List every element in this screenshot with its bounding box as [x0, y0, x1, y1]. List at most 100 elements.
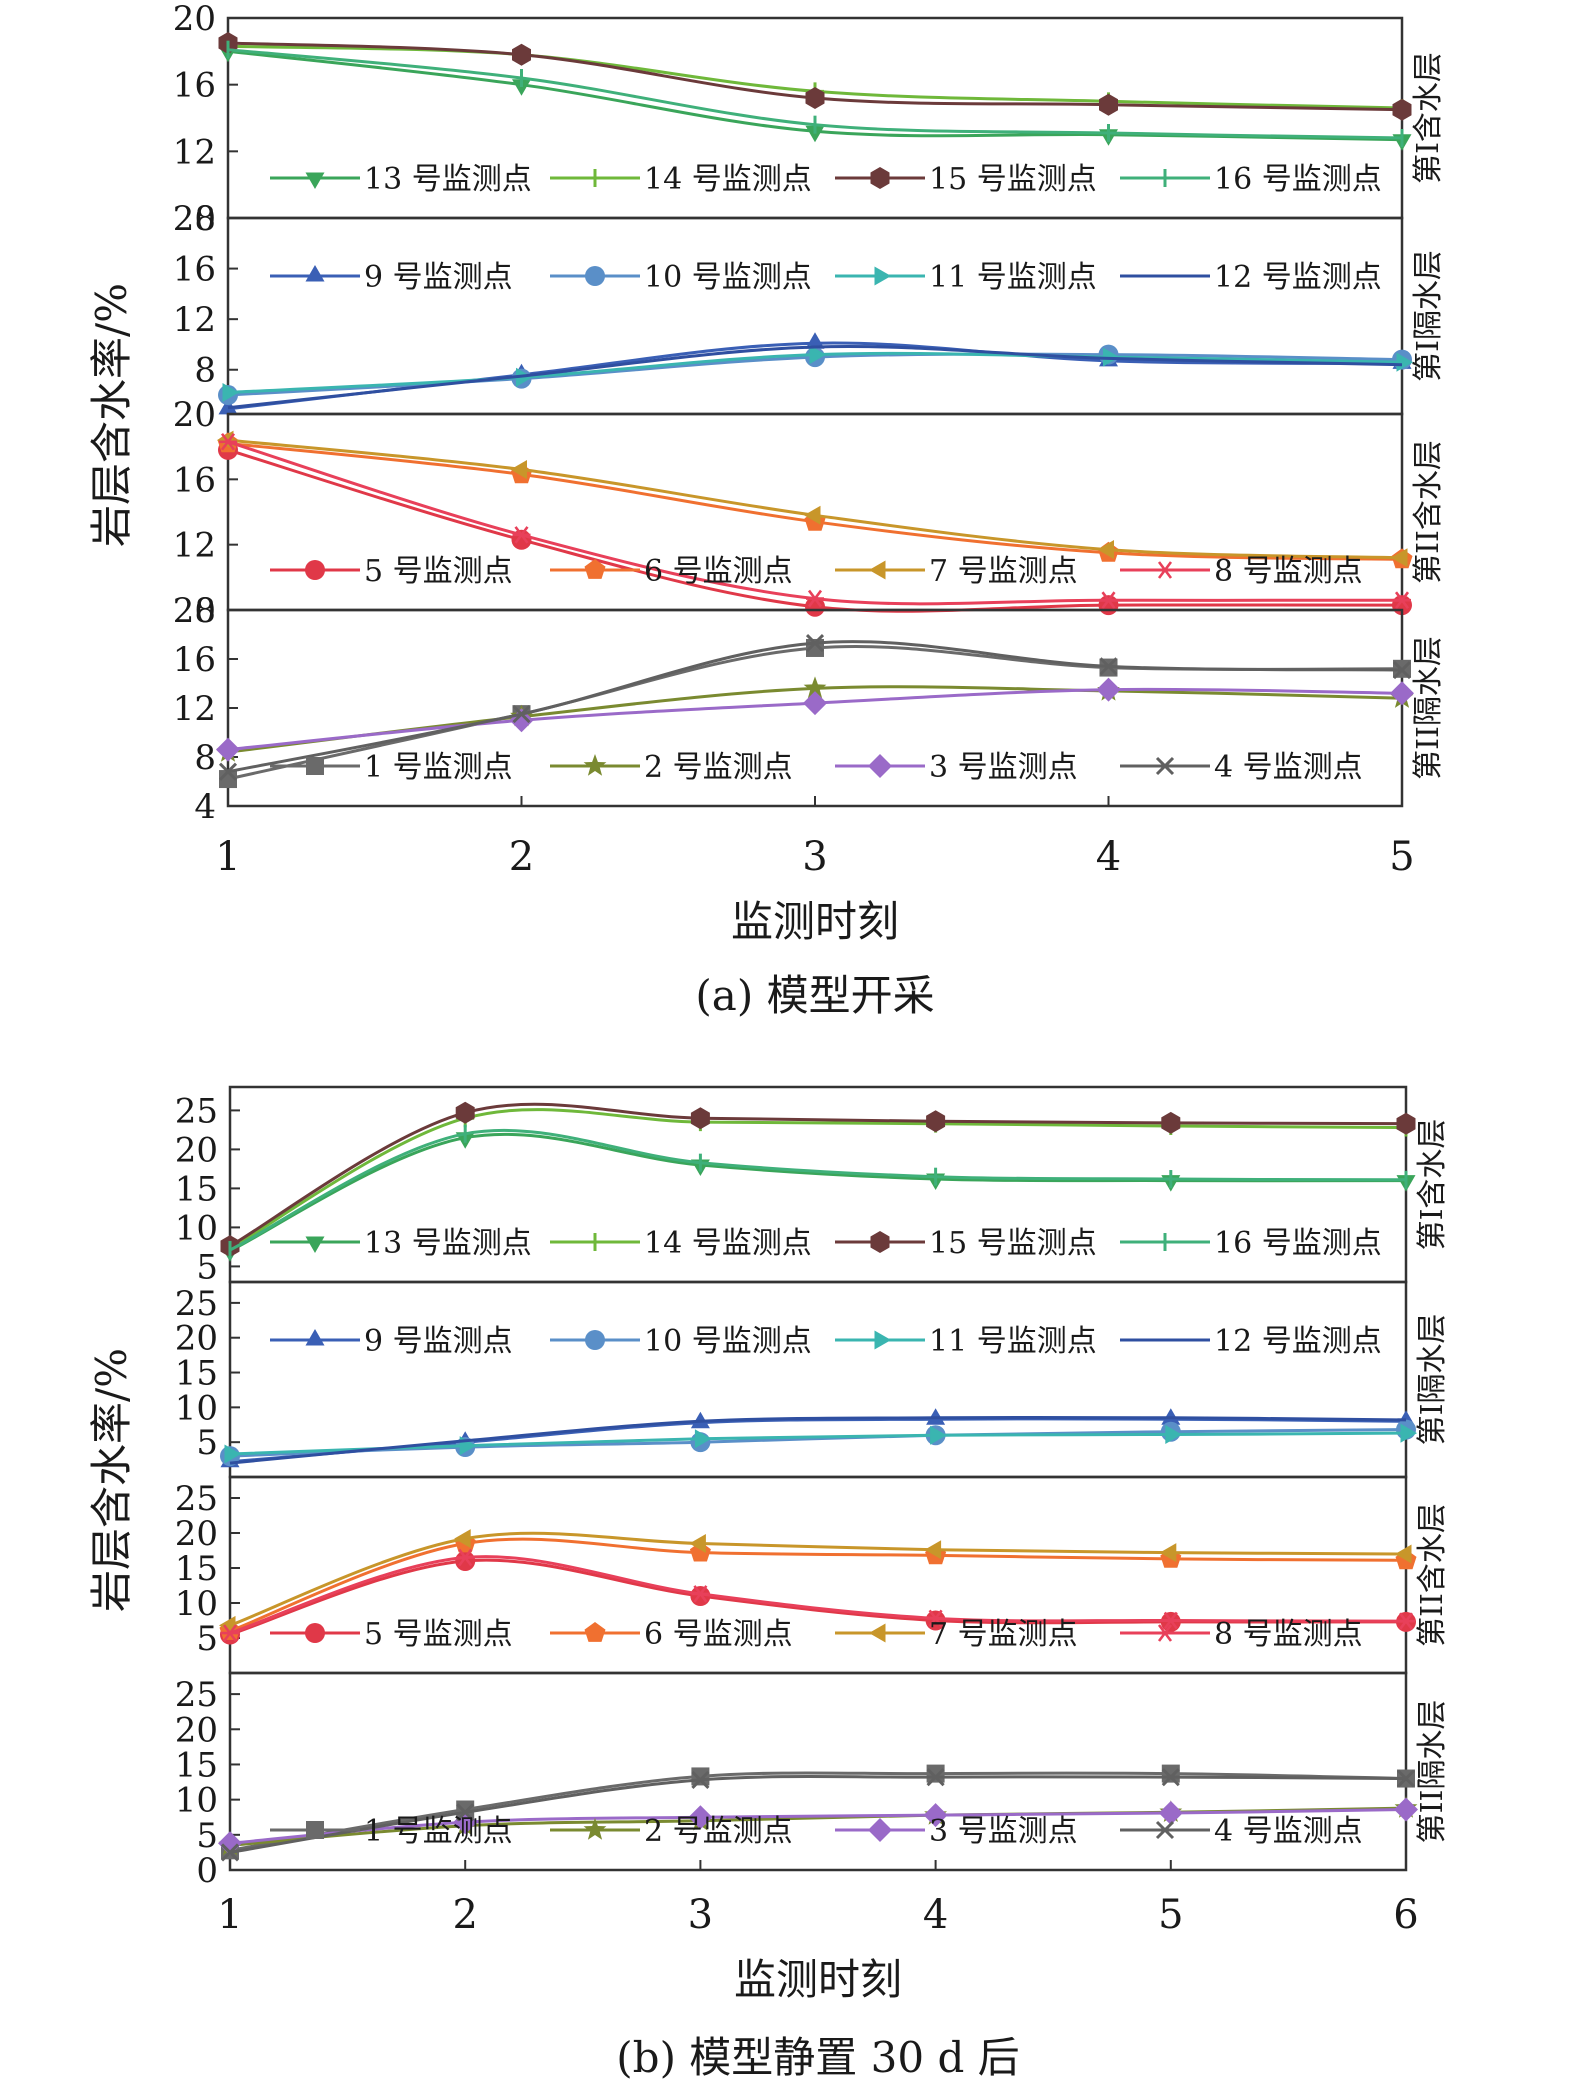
legend-label: 6 号监测点 — [644, 1617, 793, 1652]
legend-marker — [305, 1329, 325, 1346]
data-point — [926, 1764, 945, 1783]
legend-label: 8 号监测点 — [1214, 554, 1363, 589]
legend-label: 10 号监测点 — [644, 260, 812, 295]
data-point — [454, 1529, 471, 1549]
y-tick-label: 16 — [173, 640, 216, 680]
legend-marker — [306, 757, 324, 775]
data-point — [805, 596, 825, 617]
series-3 号监测点 — [216, 677, 1414, 762]
series-8 号监测点 — [221, 1548, 1415, 1642]
series-12 号监测点 — [229, 1415, 1407, 1465]
legend-label: 2 号监测点 — [644, 1814, 793, 1849]
legend-marker — [305, 172, 325, 189]
data-point — [694, 1429, 712, 1449]
legend-marker — [586, 169, 604, 187]
y-tick-label: 12 — [173, 526, 216, 566]
x-axis-title: 监测时刻 — [734, 1955, 902, 2004]
data-point — [691, 1585, 710, 1603]
y-tick-label: 25 — [175, 1091, 218, 1131]
panel-3: 8 12 16 20 第II含水层 5 号监测点 6 号监测点 7 号监测点 8 号监测点 — [173, 395, 1446, 631]
legend-label: 1 号监测点 — [364, 1814, 513, 1849]
data-point — [924, 1540, 942, 1560]
legend-marker — [874, 266, 891, 286]
data-point — [512, 526, 531, 544]
legend-marker — [874, 1330, 891, 1350]
legend-entry: 15 号监测点 — [835, 1226, 1097, 1261]
data-point — [690, 1107, 710, 1130]
legend-marker — [306, 1821, 324, 1839]
data-point — [221, 1624, 239, 1642]
legend-label: 5 号监测点 — [364, 1617, 513, 1652]
legend-label: 3 号监测点 — [929, 1814, 1078, 1849]
legend-entry: 13 号监测点 — [270, 1226, 532, 1261]
legend-label: 11 号监测点 — [929, 1324, 1097, 1359]
data-point — [512, 43, 531, 66]
data-point — [218, 762, 238, 781]
data-point — [923, 1803, 948, 1828]
x-tick-label: 5 — [1158, 1892, 1183, 1938]
y-tick-label: 16 — [173, 460, 216, 500]
layer-label: 第I含水层 — [1415, 1119, 1450, 1251]
x-tick-label: 3 — [688, 1892, 713, 1938]
y-tick-label: 15 — [175, 1354, 218, 1394]
y-tick-label: 20 — [175, 1710, 218, 1750]
y-tick-label: 10 — [175, 1584, 218, 1624]
data-point — [805, 125, 825, 143]
series-line — [229, 1775, 1407, 1854]
series-line — [229, 1102, 1407, 1248]
legend-marker — [868, 1818, 892, 1842]
layer-label: 第II隔水层 — [1411, 636, 1446, 780]
legend-entry: 15 号监测点 — [835, 162, 1097, 197]
series-line — [229, 1417, 1407, 1464]
data-point — [805, 87, 825, 109]
data-point — [1161, 1768, 1180, 1787]
series-12 号监测点 — [227, 345, 1403, 410]
data-point — [222, 383, 239, 402]
legend-marker — [583, 754, 607, 776]
data-point — [512, 79, 531, 96]
data-point — [1097, 540, 1114, 560]
series-line — [229, 1128, 1407, 1252]
legend-label: 15 号监测点 — [929, 1226, 1097, 1261]
y-tick-label: 8 — [194, 738, 216, 778]
legend-entry: 5 号监测点 — [270, 554, 513, 589]
x-tick-label: 6 — [1393, 1892, 1418, 1938]
y-tick-label: 25 — [175, 1479, 218, 1519]
legend-entry: 10 号监测点 — [550, 260, 812, 295]
layer-label: 第I含水层 — [1411, 52, 1446, 184]
layer-label: 第I隔水层 — [1415, 1314, 1450, 1446]
data-point — [1099, 93, 1118, 116]
data-point — [1099, 657, 1118, 676]
legend-label: 12 号监测点 — [1214, 1324, 1382, 1359]
legend-label: 8 号监测点 — [1214, 1617, 1363, 1652]
y-tick-label: 16 — [173, 66, 216, 106]
legend-entry: 14 号监测点 — [550, 1226, 812, 1261]
y-tick-label: 10 — [175, 1388, 218, 1428]
legend-entry: 5 号监测点 — [270, 1617, 513, 1652]
y-tick-label: 5 — [196, 1619, 218, 1659]
legend-entry: 8 号监测点 — [1120, 554, 1363, 589]
data-point — [456, 1803, 475, 1822]
legend-entry: 9 号监测点 — [270, 260, 513, 295]
legend-entry: 9 号监测点 — [270, 1324, 513, 1359]
series-9 号监测点 — [218, 332, 1412, 415]
data-point — [219, 432, 237, 451]
legend-entry: 14 号监测点 — [550, 162, 812, 197]
data-point — [1397, 1612, 1415, 1630]
y-tick-label: 4 — [194, 787, 216, 827]
legend-entry: 8 号监测点 — [1120, 1617, 1363, 1652]
data-point — [1161, 1764, 1180, 1783]
layer-label: 第I隔水层 — [1411, 250, 1446, 382]
data-point — [926, 1609, 945, 1628]
x-tick-label: 5 — [1389, 834, 1414, 880]
series-15 号监测点 — [220, 1101, 1416, 1258]
legend-marker — [305, 1623, 325, 1643]
data-point — [809, 345, 826, 365]
data-point — [1394, 1797, 1418, 1822]
legend-label: 5 号监测点 — [364, 554, 513, 589]
x-tick-label: 4 — [1096, 834, 1121, 880]
legend-marker — [584, 1622, 606, 1642]
legend-entry: 11 号监测点 — [835, 1324, 1097, 1359]
